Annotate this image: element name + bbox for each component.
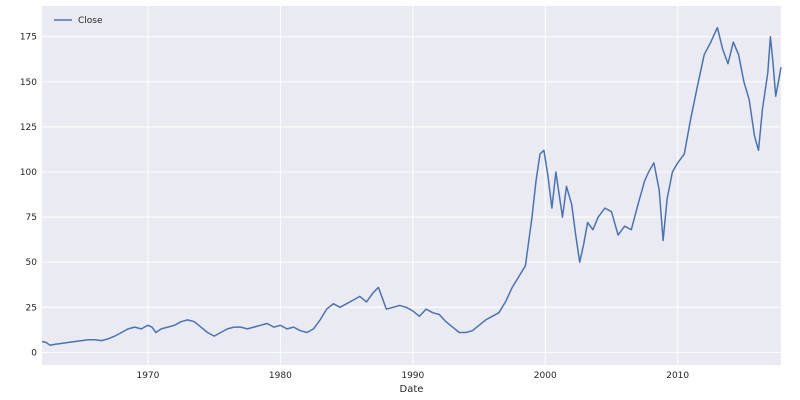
y-tick-label: 150 bbox=[20, 78, 37, 88]
x-tick-label: 1970 bbox=[136, 371, 159, 381]
y-tick-label: 25 bbox=[26, 303, 37, 313]
series-line-close bbox=[41, 26, 782, 346]
legend: Close bbox=[48, 11, 110, 29]
y-tick-label: 50 bbox=[26, 258, 38, 268]
x-tick-label: 1980 bbox=[269, 371, 292, 381]
series-layer bbox=[41, 26, 782, 346]
y-tick-label: 100 bbox=[20, 168, 37, 178]
y-tick-label: 175 bbox=[20, 33, 37, 43]
gridlines bbox=[42, 6, 781, 365]
x-axis-label: Date bbox=[400, 384, 424, 395]
y-tick-label: 125 bbox=[20, 123, 37, 133]
x-tick-label: 2010 bbox=[666, 371, 689, 381]
legend-box bbox=[48, 11, 110, 29]
y-tick-label: 75 bbox=[26, 213, 37, 223]
legend-label-close: Close bbox=[78, 16, 103, 26]
y-tick-label: 0 bbox=[31, 348, 37, 358]
y-axis-ticks: 0 25 50 75 100 125 150 175 bbox=[20, 33, 37, 359]
x-tick-label: 2000 bbox=[534, 371, 557, 381]
x-tick-label: 1990 bbox=[401, 371, 424, 381]
x-axis-ticks: 1970 1980 1990 2000 2010 bbox=[136, 371, 689, 381]
